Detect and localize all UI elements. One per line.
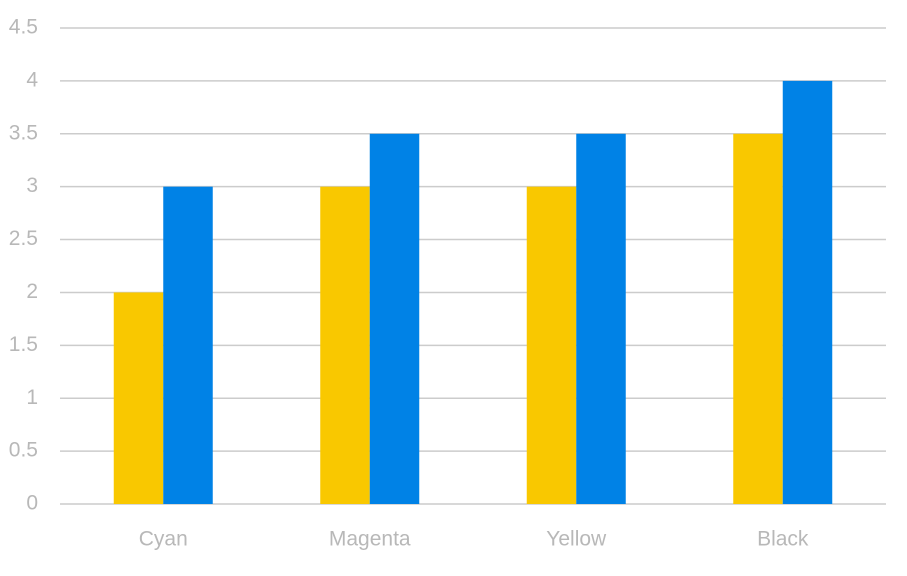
bar	[576, 133, 626, 504]
bar	[320, 186, 370, 504]
y-tick-label: 2	[26, 280, 38, 303]
x-tick-label: Yellow	[546, 528, 607, 551]
y-tick-label: 3	[26, 174, 38, 197]
y-tick-label: 0	[26, 492, 38, 515]
bar	[163, 186, 213, 504]
x-tick-label: Magenta	[329, 528, 411, 551]
y-tick-label: 2.5	[9, 227, 38, 250]
bar	[733, 133, 783, 504]
bar	[369, 133, 420, 504]
bar	[113, 292, 164, 504]
y-tick-label: 4	[26, 68, 38, 91]
x-tick-label: Black	[757, 528, 809, 551]
y-tick-label: 4.5	[9, 16, 38, 39]
y-tick-label: 1.5	[9, 333, 38, 356]
bar	[526, 186, 577, 504]
y-tick-label: 0.5	[9, 439, 38, 462]
y-tick-label: 1	[26, 386, 38, 409]
x-tick-label: Cyan	[139, 528, 188, 551]
bar	[782, 80, 833, 504]
y-tick-label: 3.5	[9, 121, 38, 144]
